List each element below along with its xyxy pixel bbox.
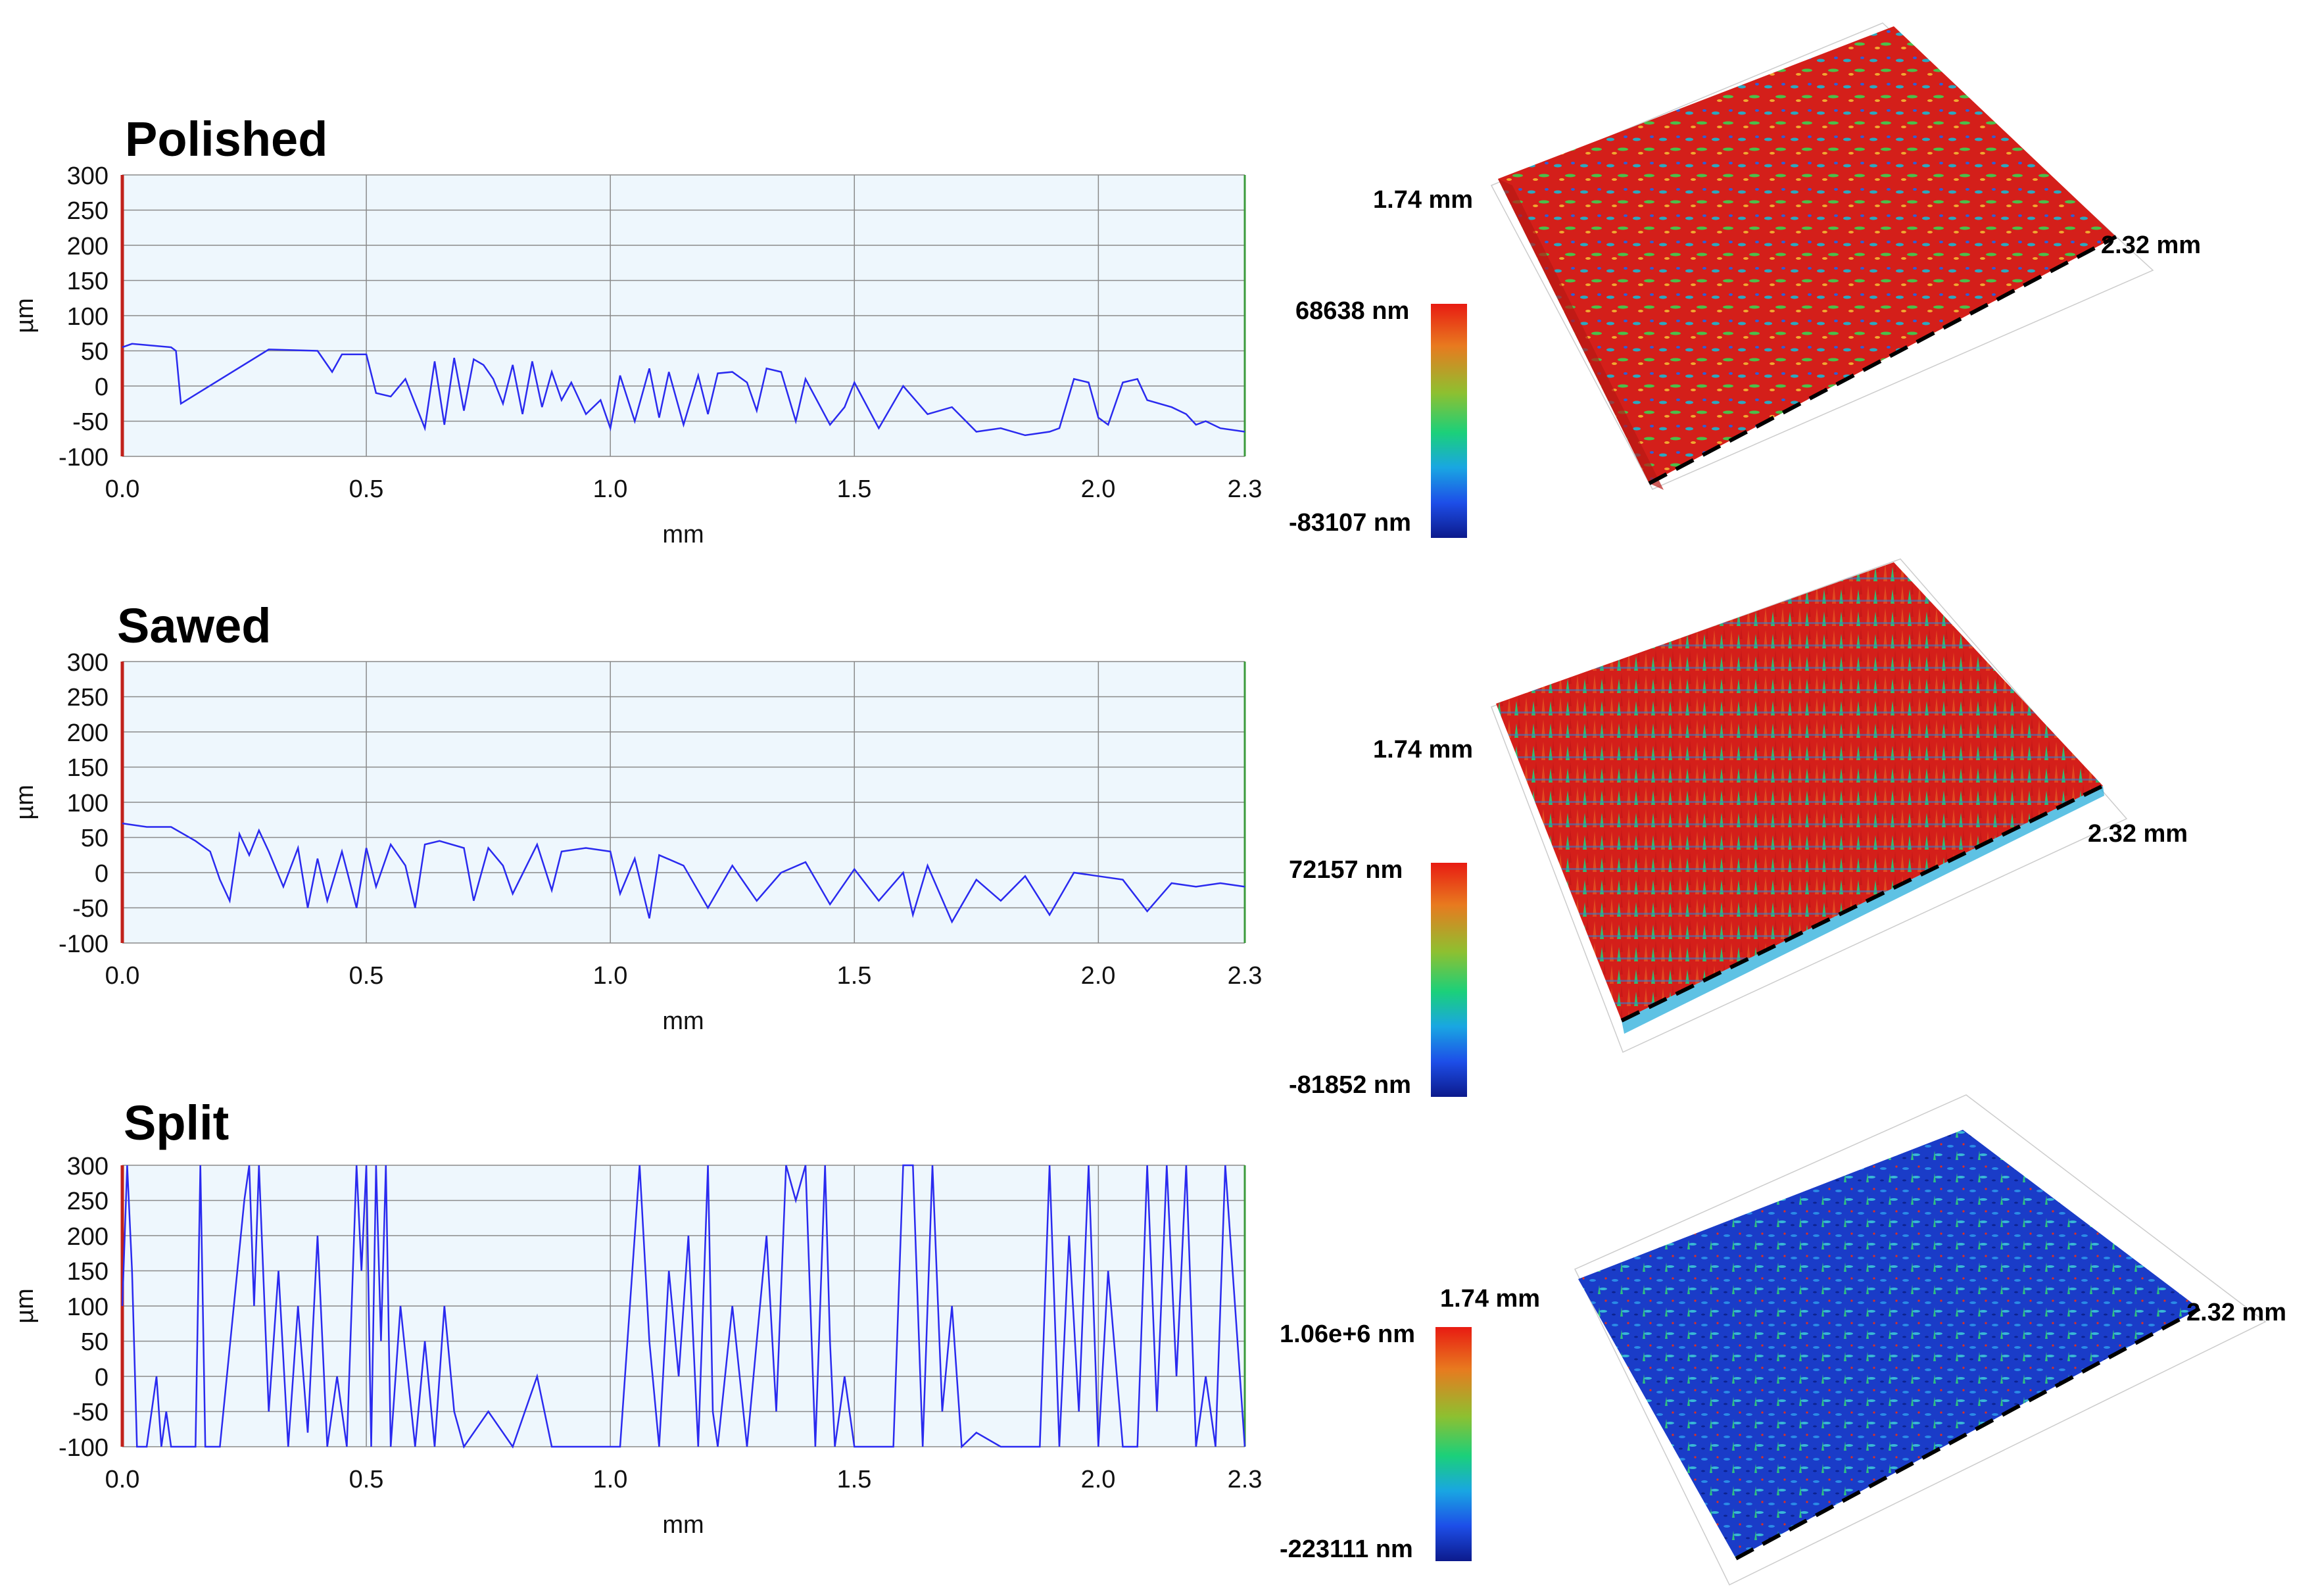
y-axis-label: µm	[11, 1288, 39, 1324]
y-tick-label: 100	[67, 1294, 108, 1321]
profile-line	[122, 343, 1245, 437]
y-tick-label: 200	[67, 1223, 108, 1251]
y-axis-label: µm	[11, 785, 39, 820]
y-tick-label: 150	[67, 268, 108, 295]
surface-view-split: 1.74 mm 2.32 mm 1.06e+6 nm -223111 nm	[1280, 1094, 2286, 1586]
x-tick-label: 2.0	[1081, 962, 1116, 990]
colorbar-min-label: -83107 nm	[1289, 509, 1411, 537]
chart-title: Split	[124, 1096, 229, 1150]
x-tick-label: 0.5	[349, 1466, 384, 1493]
y-tick-label: 200	[67, 719, 108, 747]
y-tick-label: 100	[67, 790, 108, 817]
colorbar-min-label: -223111 nm	[1280, 1536, 1413, 1563]
chart-sawed: Sawed 300 250 200 150 100 50 0 -50 -100 …	[11, 598, 1262, 1035]
x-axis-label: mm	[662, 1007, 704, 1035]
x-tick-label: 0.0	[105, 1466, 140, 1493]
x-axis-label: mm	[662, 1511, 704, 1539]
x-tick-label: 1.0	[593, 475, 628, 503]
y-tick-label: -50	[72, 1399, 108, 1426]
chart-title: Sawed	[117, 598, 271, 653]
y-tick-label: 200	[67, 233, 108, 260]
length-axis-line	[1648, 235, 2117, 485]
width-label: 1.74 mm	[1373, 736, 1473, 763]
profile-line	[122, 822, 1245, 924]
surface-edge	[1622, 786, 2104, 1034]
x-tick-label: 2.3	[1228, 962, 1263, 990]
y-tick-label: -50	[72, 408, 108, 436]
length-label: 2.32 mm	[2101, 231, 2201, 259]
y-tick-label: 300	[67, 1153, 108, 1180]
y-tick-label: -100	[59, 931, 108, 958]
x-tick-label: 1.0	[593, 962, 628, 990]
x-tick-labels: 0.0 0.5 1.0 1.5 2.0 2.3	[105, 962, 1263, 990]
profile-line	[121, 1164, 1246, 1449]
x-tick-label: 0.5	[349, 962, 384, 990]
surface-plot	[1496, 562, 2103, 1021]
y-tick-label: 250	[67, 197, 108, 225]
y-tick-label: 50	[81, 1328, 108, 1356]
chart-polished: Polished 300 250 200 150 100 50 0 -50 -1…	[11, 112, 1262, 548]
y-axis-label: µm	[11, 298, 39, 333]
y-tick-label: 250	[67, 1188, 108, 1215]
y-tick-label: 250	[67, 684, 108, 712]
surface-bounding-box	[1491, 558, 2128, 1053]
chart-title: Polished	[125, 112, 327, 166]
x-tick-label: 1.5	[837, 1466, 872, 1493]
width-label: 1.74 mm	[1373, 186, 1473, 214]
y-tick-label: 50	[81, 825, 108, 852]
surface-plot	[1578, 1130, 2200, 1559]
length-label: 2.32 mm	[2088, 820, 2188, 848]
colorbar	[1435, 1327, 1472, 1561]
surface-edge	[1498, 179, 1664, 490]
x-axis-label: mm	[662, 521, 704, 548]
x-tick-label: 2.3	[1228, 1466, 1263, 1493]
y-tick-label: 0	[95, 1364, 108, 1391]
surface-plot	[1498, 26, 2116, 483]
y-tick-label: -100	[59, 444, 108, 472]
surface-view-polished: 1.74 mm 2.32 mm 68638 nm -83107 nm	[1289, 22, 2201, 538]
x-tick-label: 2.3	[1228, 475, 1263, 503]
y-tick-label: 150	[67, 1258, 108, 1286]
gridlines	[122, 661, 1245, 944]
y-tick-label: 300	[67, 649, 108, 677]
x-tick-label: 1.0	[593, 1466, 628, 1493]
length-label: 2.32 mm	[2186, 1299, 2286, 1326]
gridlines	[122, 1165, 1245, 1447]
gridlines	[122, 174, 1245, 457]
y-tick-labels: 300 250 200 150 100 50 0 -50 -100	[59, 649, 108, 958]
x-tick-label: 1.5	[837, 475, 872, 503]
y-tick-label: 50	[81, 338, 108, 366]
x-tick-label: 0.0	[105, 475, 140, 503]
y-tick-label: 300	[67, 162, 108, 190]
colorbar	[1431, 863, 1467, 1097]
colorbar-min-label: -81852 nm	[1289, 1071, 1411, 1099]
y-tick-label: 150	[67, 754, 108, 782]
y-tick-labels: 300 250 200 150 100 50 0 -50 -100	[59, 1153, 108, 1462]
width-label: 1.74 mm	[1440, 1285, 1540, 1313]
x-tick-label: 0.0	[105, 962, 140, 990]
colorbar-max-label: 72157 nm	[1289, 856, 1403, 884]
x-tick-labels: 0.0 0.5 1.0 1.5 2.0 2.3	[105, 475, 1263, 503]
length-axis-line	[1735, 1307, 2201, 1560]
y-tick-label: 0	[95, 374, 108, 401]
x-tick-label: 1.5	[837, 962, 872, 990]
y-tick-label: 0	[95, 860, 108, 888]
surface-bounding-box	[1574, 1094, 2267, 1586]
y-tick-labels: 300 250 200 150 100 50 0 -50 -100	[59, 162, 108, 472]
y-tick-label: -100	[59, 1434, 108, 1462]
y-tick-label: -50	[72, 895, 108, 923]
colorbar	[1431, 304, 1467, 538]
colorbar-max-label: 68638 nm	[1295, 297, 1409, 325]
y-tick-label: 100	[67, 303, 108, 331]
surface-view-sawed: 1.74 mm 2.32 mm 72157 nm -81852 nm	[1289, 558, 2188, 1099]
surface-bounding-box	[1490, 22, 2154, 490]
colorbar-max-label: 1.06e+6 nm	[1280, 1320, 1415, 1348]
x-tick-label: 2.0	[1081, 1466, 1116, 1493]
chart-split: Split 300 250 200 150 100 50 0 -50 -100 …	[11, 1096, 1262, 1539]
x-tick-labels: 0.0 0.5 1.0 1.5 2.0 2.3	[105, 1466, 1263, 1493]
x-tick-label: 2.0	[1081, 475, 1116, 503]
x-tick-label: 0.5	[349, 475, 384, 503]
